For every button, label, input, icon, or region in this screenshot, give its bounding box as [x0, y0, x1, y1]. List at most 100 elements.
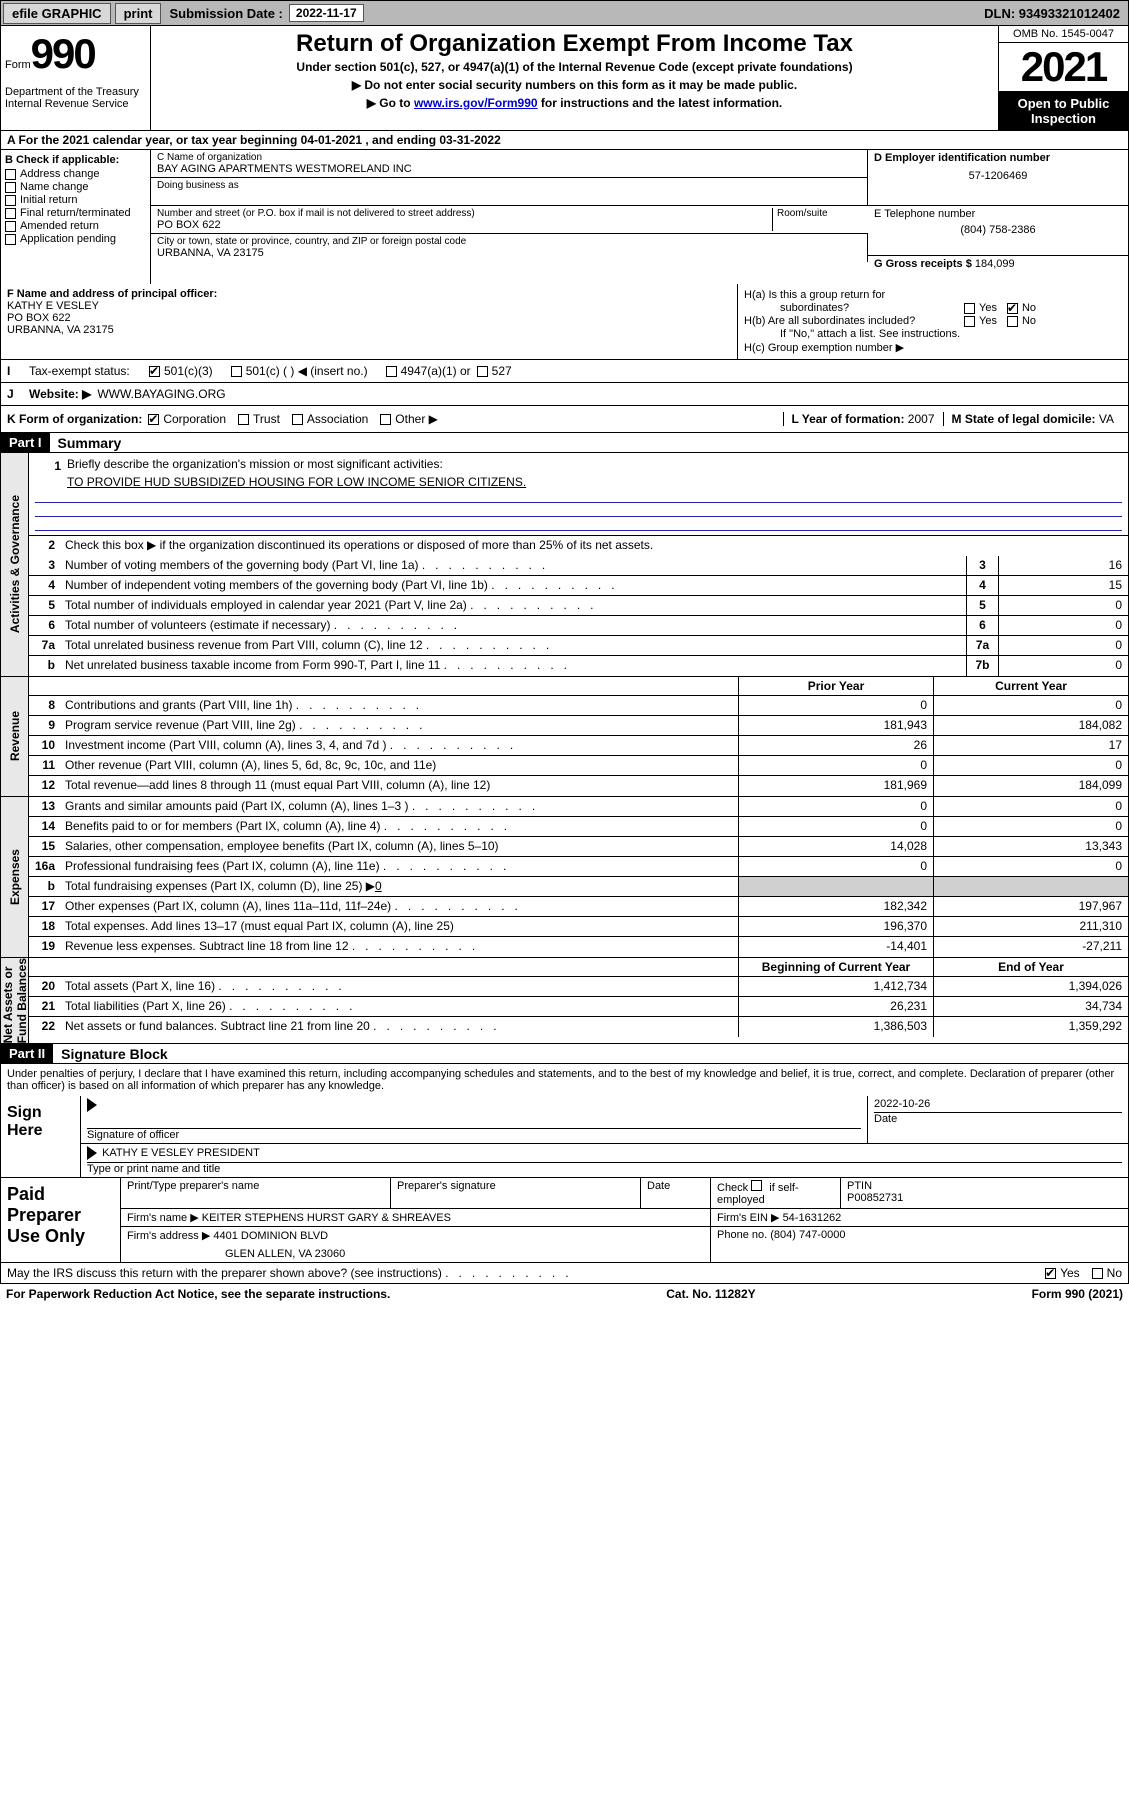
- chk-application-pending[interactable]: [5, 234, 16, 245]
- p17: 182,342: [738, 897, 933, 916]
- p16b-shade: [738, 877, 933, 896]
- chk-corporation[interactable]: [148, 414, 159, 425]
- street-value: PO BOX 622: [157, 219, 772, 231]
- lbl-association: Association: [307, 412, 368, 426]
- chk-association[interactable]: [292, 414, 303, 425]
- prep-date-hdr: Date: [641, 1178, 711, 1208]
- chk-527[interactable]: [477, 366, 488, 377]
- gross-receipts-cell: G Gross receipts $ 184,099: [868, 256, 1128, 284]
- firm-phone-value: (804) 747-0000: [770, 1229, 845, 1241]
- goto-suffix: for instructions and the latest informat…: [538, 96, 783, 110]
- chk-501c3[interactable]: [149, 366, 160, 377]
- form-number: 990: [31, 30, 95, 78]
- firm-addr2-value: GLEN ALLEN, VA 23060: [127, 1248, 704, 1260]
- ha-label2: subordinates?: [744, 302, 964, 314]
- vtab-expenses: Expenses: [1, 797, 29, 957]
- chk-4947[interactable]: [386, 366, 397, 377]
- form-header: Form 990 Department of the Treasury Inte…: [0, 26, 1129, 131]
- efile-button[interactable]: efile GRAPHIC: [3, 3, 111, 24]
- discuss-text: May the IRS discuss this return with the…: [7, 1266, 569, 1280]
- c21: 34,734: [933, 997, 1128, 1016]
- vtab-revenue: Revenue: [1, 677, 29, 796]
- c10: 17: [933, 736, 1128, 755]
- org-name-value: BAY AGING APARTMENTS WESTMORELAND INC: [157, 163, 861, 175]
- arrow-icon: [87, 1098, 97, 1112]
- vtab-net-assets: Net Assets or Fund Balances: [1, 958, 29, 1043]
- r8-text: Contributions and grants (Part VIII, lin…: [61, 696, 738, 715]
- chk-self-employed[interactable]: [751, 1180, 762, 1191]
- paperwork-row: For Paperwork Reduction Act Notice, see …: [0, 1284, 1129, 1304]
- ein-cell: D Employer identification number 57-1206…: [868, 150, 1128, 206]
- chk-amended-return[interactable]: [5, 221, 16, 232]
- type-print-label: Type or print name and title: [87, 1163, 220, 1175]
- c17: 197,967: [933, 897, 1128, 916]
- k-label: K Form of organization:: [7, 412, 142, 426]
- chk-final-return[interactable]: [5, 208, 16, 219]
- dln-value: DLN: 93493321012402: [984, 6, 1128, 21]
- check-if-applicable: B Check if applicable: Address change Na…: [1, 150, 151, 284]
- prep-sig-hdr: Preparer's signature: [391, 1178, 641, 1208]
- q4-text: Number of independent voting members of …: [61, 576, 966, 595]
- chk-initial-return[interactable]: [5, 195, 16, 206]
- part1-title: Summary: [50, 435, 122, 451]
- chk-hb-yes[interactable]: [964, 316, 975, 327]
- i-label: Tax-exempt status:: [29, 364, 149, 378]
- p9: 181,943: [738, 716, 933, 735]
- print-button[interactable]: print: [115, 3, 162, 24]
- paid-preparer-block: Paid Preparer Use Only Print/Type prepar…: [0, 1178, 1129, 1263]
- chk-ha-no[interactable]: [1007, 303, 1018, 314]
- p14: 0: [738, 817, 933, 836]
- chk-hb-no[interactable]: [1007, 316, 1018, 327]
- p20: 1,412,734: [738, 977, 933, 996]
- lbl-corporation: Corporation: [163, 412, 226, 426]
- form-title: Return of Organization Exempt From Incom…: [159, 30, 990, 58]
- net-assets-section: Net Assets or Fund Balances Beginning of…: [0, 958, 1129, 1044]
- lbl-name-change: Name change: [20, 181, 89, 193]
- r21-text: Total liabilities (Part X, line 26): [61, 997, 738, 1016]
- sig-officer-label: Signature of officer: [87, 1129, 179, 1141]
- mission-text: TO PROVIDE HUD SUBSIDIZED HOUSING FOR LO…: [35, 475, 1122, 489]
- officer-addr2: URBANNA, VA 23175: [7, 324, 731, 336]
- org-name-cell: C Name of organization BAY AGING APARTME…: [151, 150, 868, 178]
- p16a: 0: [738, 857, 933, 876]
- firm-ein-value: 54-1631262: [783, 1212, 842, 1224]
- goto-prefix: ▶ Go to: [367, 96, 414, 110]
- website-row: J Website: ▶ WWW.BAYAGING.ORG: [0, 383, 1129, 406]
- c11: 0: [933, 756, 1128, 775]
- gross-receipts-label: G Gross receipts $: [874, 258, 972, 270]
- q3-text: Number of voting members of the governin…: [61, 556, 966, 575]
- chk-ha-yes[interactable]: [964, 303, 975, 314]
- ein-value: 57-1206469: [874, 170, 1122, 182]
- p12: 181,969: [738, 776, 933, 796]
- dba-label: Doing business as: [157, 180, 861, 191]
- chk-501c[interactable]: [231, 366, 242, 377]
- chk-discuss-no[interactable]: [1092, 1268, 1103, 1279]
- r16a-text: Professional fundraising fees (Part IX, …: [61, 857, 738, 876]
- phone-cell: E Telephone number (804) 758-2386: [868, 206, 1128, 256]
- firm-name-label: Firm's name ▶: [127, 1212, 199, 1224]
- firm-addr-label: Firm's address ▶: [127, 1230, 210, 1242]
- officer-addr1: PO BOX 622: [7, 312, 731, 324]
- prep-name-hdr: Print/Type preparer's name: [121, 1178, 391, 1208]
- v7a: 0: [998, 636, 1128, 655]
- chk-discuss-yes[interactable]: [1045, 1268, 1056, 1279]
- tax-year-period: A For the 2021 calendar year, or tax yea…: [0, 131, 1129, 150]
- r10-text: Investment income (Part VIII, column (A)…: [61, 736, 738, 755]
- officer-name: KATHY E VESLEY: [7, 300, 731, 312]
- paperwork-notice: For Paperwork Reduction Act Notice, see …: [6, 1287, 390, 1301]
- r17-text: Other expenses (Part IX, column (A), lin…: [61, 897, 738, 916]
- chk-name-change[interactable]: [5, 182, 16, 193]
- sign-here-block: Sign Here Signature of officer 2022-10-2…: [0, 1096, 1129, 1178]
- c15: 13,343: [933, 837, 1128, 856]
- r15-text: Salaries, other compensation, employee b…: [61, 837, 738, 856]
- irs-link[interactable]: www.irs.gov/Form990: [414, 96, 538, 110]
- chk-other[interactable]: [380, 414, 391, 425]
- chk-trust[interactable]: [238, 414, 249, 425]
- b-header: B Check if applicable:: [5, 154, 146, 166]
- tax-exempt-row: I Tax-exempt status: 501(c)(3) 501(c) ( …: [0, 360, 1129, 383]
- lbl-discuss-no: No: [1107, 1266, 1122, 1280]
- p18: 196,370: [738, 917, 933, 936]
- chk-address-change[interactable]: [5, 169, 16, 180]
- q5-text: Total number of individuals employed in …: [61, 596, 966, 615]
- c13: 0: [933, 797, 1128, 816]
